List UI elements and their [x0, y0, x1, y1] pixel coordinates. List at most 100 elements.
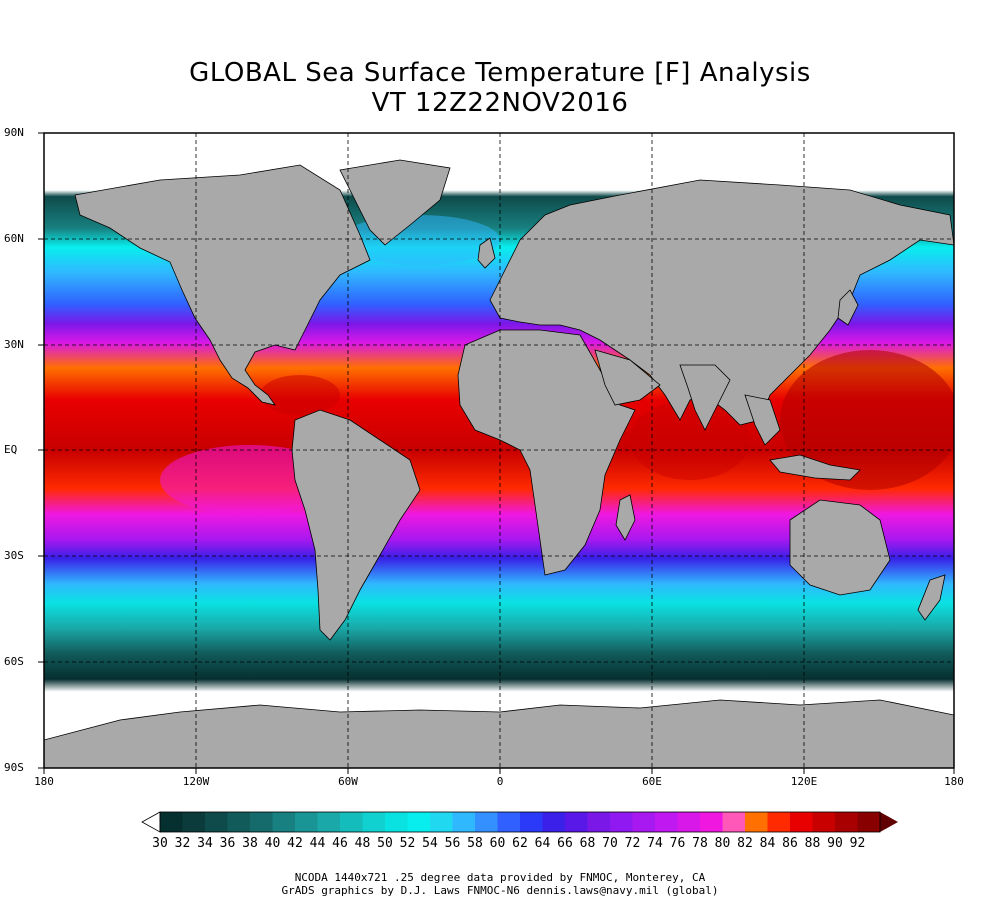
colorbar-swatch [272, 812, 296, 832]
colorbar-swatch [227, 812, 251, 832]
madagascar [615, 494, 636, 541]
map-title: GLOBAL Sea Surface Temperature [F] Analy… [189, 58, 811, 88]
colorbar-swatch [452, 812, 476, 832]
graphics-credit: GrADS graphics by D.J. Laws FNMOC-N6 den… [281, 884, 719, 897]
colorbar-tick-label: 30 [152, 836, 168, 851]
colorbar-below-range-arrow [141, 811, 161, 833]
arabian-peninsula [594, 349, 661, 406]
colorbar-swatch [385, 812, 408, 832]
southeast-asia [744, 394, 781, 446]
colorbar-tick-label: 76 [669, 836, 686, 851]
antarctica [44, 699, 954, 768]
colorbar-tick-label: 90 [827, 836, 843, 851]
lon-label-180e: 180 [944, 775, 964, 788]
colorbar-tick-label: 38 [242, 836, 258, 851]
australia [789, 499, 891, 596]
colorbar-tick-label: 74 [647, 836, 663, 851]
colorbar-tick-label: 44 [309, 836, 326, 851]
colorbar-tick-label: 54 [422, 836, 438, 851]
colorbar-frame [159, 811, 881, 833]
colorbar-swatch [520, 812, 543, 832]
data-credit: NCODA 1440x721 .25 degree data provided … [294, 871, 706, 884]
colorbar-swatch [745, 812, 768, 832]
colorbar-swatch [160, 812, 183, 832]
colorbar-tick-label: 34 [197, 836, 213, 851]
lon-label-180w: 180 [34, 775, 54, 788]
lon-label-120w: 120W [182, 775, 210, 788]
colorbar-swatch [700, 812, 723, 832]
indian-ocean-warm-pool [630, 400, 750, 480]
colorbar-swatch [565, 812, 588, 832]
colorbar-swatch [340, 812, 363, 832]
valid-time: VT 12Z22NOV2016 [371, 88, 629, 118]
colorbar-tick-label: 56 [444, 836, 461, 851]
colorbar-tick-label: 64 [534, 836, 551, 851]
lon-label-120e: 120E [790, 775, 818, 788]
colorbar-tick-label: 84 [759, 836, 776, 851]
colorbar-tick-label: 70 [602, 836, 618, 851]
colorbar-tick-label: 86 [782, 836, 798, 851]
lon-label-60e: 60E [642, 775, 662, 788]
colorbar-swatch [812, 812, 836, 832]
colorbar-tick-label: 32 [174, 836, 191, 851]
colorbar-swatch [542, 812, 566, 832]
colorbar-tick-label: 42 [287, 836, 303, 851]
colorbar-swatch [767, 812, 791, 832]
colorbar-tick-label: 88 [804, 836, 821, 851]
colorbar-swatch [430, 812, 453, 832]
lat-label-60n: 60N [4, 232, 24, 245]
south-america [291, 409, 421, 641]
lat-label-90s: 90S [4, 761, 24, 774]
greenland [339, 159, 451, 246]
colorbar-swatch [407, 812, 431, 832]
lat-label-90n: 90N [4, 126, 24, 139]
colorbar-swatch [857, 812, 881, 832]
lat-label-60s: 60S [4, 655, 24, 668]
colorbar-tick-label: 92 [849, 836, 866, 851]
caribbean-warm-pool [260, 375, 340, 415]
colorbar-swatch [250, 812, 273, 832]
lon-label-0: 0 [496, 775, 504, 788]
colorbar-swatch [632, 812, 656, 832]
colorbar-above-range-arrow [880, 812, 898, 832]
new-zealand [917, 574, 946, 621]
colorbar-swatch [722, 812, 746, 832]
colorbar-swatch [790, 812, 813, 832]
colorbar-tick-label: 50 [377, 836, 393, 851]
colorbar-tick-label: 66 [557, 836, 573, 851]
colorbar-tick-label: 46 [332, 836, 348, 851]
colorbar-tick-label: 60 [489, 836, 506, 851]
graticule [44, 133, 954, 768]
colorbar-swatch [182, 812, 206, 832]
colorbar-tick-label: 62 [512, 836, 528, 851]
colorbar-tick-label: 78 [692, 836, 708, 851]
colorbar-swatch [317, 812, 341, 832]
colorbar-tick-label: 36 [219, 836, 236, 851]
colorbar-swatch [475, 812, 498, 832]
india [679, 364, 731, 431]
colorbar-tick-label: 58 [467, 836, 483, 851]
colorbar-tick-label: 40 [264, 836, 281, 851]
colorbar-tick-label: 48 [354, 836, 371, 851]
colorbar-tick-label: 52 [399, 836, 416, 851]
japan [837, 289, 859, 326]
eurasia [489, 179, 954, 426]
colorbar-tick-label: 72 [624, 836, 641, 851]
colorbar-swatch [587, 812, 611, 832]
lat-label-30n: 30N [4, 338, 24, 351]
africa [457, 329, 636, 576]
lon-label-60w: 60W [338, 775, 358, 788]
colorbar-swatch [205, 812, 228, 832]
west-pacific-warm-pool [780, 350, 954, 490]
colorbar-tick-label: 80 [714, 836, 731, 851]
colorbar-swatch [362, 812, 386, 832]
colorbar-swatch [835, 812, 858, 832]
indonesia [769, 454, 861, 481]
colorbar-tick-label: 82 [737, 836, 753, 851]
land-masses [44, 159, 954, 768]
colorbar-swatch [655, 812, 678, 832]
colorbar-swatch [497, 812, 521, 832]
colorbar-tick-label: 68 [579, 836, 596, 851]
